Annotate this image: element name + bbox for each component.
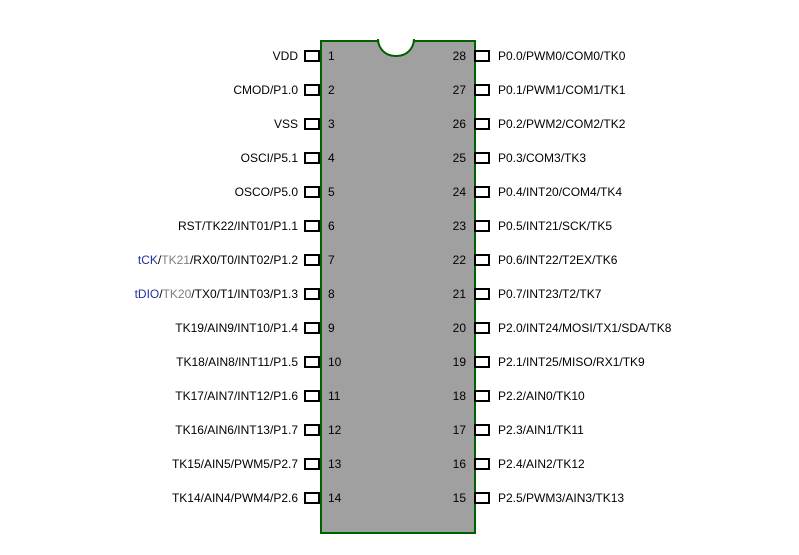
pin-number-7: 7 — [328, 253, 335, 267]
pin-number-25: 25 — [453, 151, 466, 165]
pin-box-19 — [474, 356, 490, 368]
pin-label-14: TK14/AIN4/PWM4/P2.6 — [172, 491, 298, 505]
pin-box-16 — [474, 458, 490, 470]
pin-label-1: VDD — [273, 49, 298, 63]
pin-number-6: 6 — [328, 219, 335, 233]
pin-label-22: P0.6/INT22/T2EX/TK6 — [498, 253, 617, 267]
pin-number-26: 26 — [453, 117, 466, 131]
pin-box-10 — [304, 356, 320, 368]
pin-number-3: 3 — [328, 117, 335, 131]
pin-box-28 — [474, 50, 490, 62]
pin-box-23 — [474, 220, 490, 232]
pin-label-26: P0.2/PWM2/COM2/TK2 — [498, 117, 625, 131]
pin-number-11: 11 — [328, 389, 340, 403]
pin-box-21 — [474, 288, 490, 300]
pin-box-20 — [474, 322, 490, 334]
pin-number-2: 2 — [328, 83, 335, 97]
pin-box-7 — [304, 254, 320, 266]
pin-label-4: OSCI/P5.1 — [241, 151, 298, 165]
pin-box-3 — [304, 118, 320, 130]
pin-number-23: 23 — [453, 219, 466, 233]
pin-label-17: P2.3/AIN1/TK11 — [498, 423, 584, 437]
pin-label-19: P2.1/INT25/MISO/RX1/TK9 — [498, 355, 645, 369]
pin-number-1: 1 — [328, 49, 335, 63]
pin-label-9: TK19/AIN9/INT10/P1.4 — [175, 321, 298, 335]
pin-number-22: 22 — [453, 253, 466, 267]
pin-box-8 — [304, 288, 320, 300]
pin-label-28: P0.0/PWM0/COM0/TK0 — [498, 49, 625, 63]
pin-box-14 — [304, 492, 320, 504]
pin-number-20: 20 — [453, 321, 466, 335]
pin-label-18: P2.2/AIN0/TK10 — [498, 389, 585, 403]
pin-number-18: 18 — [453, 389, 466, 403]
pin-box-15 — [474, 492, 490, 504]
pin-box-17 — [474, 424, 490, 436]
pin-label-11: TK17/AIN7/INT12/P1.6 — [175, 389, 298, 403]
pin-label-15: P2.5/PWM3/AIN3/TK13 — [498, 491, 624, 505]
pin-box-2 — [304, 84, 320, 96]
pin-number-19: 19 — [453, 355, 466, 369]
pin-label-12: TK16/AIN6/INT13/P1.7 — [175, 423, 298, 437]
pin-box-6 — [304, 220, 320, 232]
pin-number-14: 14 — [328, 491, 341, 505]
pin-label-25: P0.3/COM3/TK3 — [498, 151, 586, 165]
pin-number-12: 12 — [328, 423, 341, 437]
pin-box-24 — [474, 186, 490, 198]
pin-box-5 — [304, 186, 320, 198]
pin-label-23: P0.5/INT21/SCK/TK5 — [498, 219, 612, 233]
pin-number-10: 10 — [328, 355, 341, 369]
pin-number-21: 21 — [453, 287, 466, 301]
pin-number-13: 13 — [328, 457, 341, 471]
pin-number-5: 5 — [328, 185, 335, 199]
ic-pinout-diagram: 1 VDD 2 CMOD/P1.0 3 VSS 4 OSCI/P5.1 5 OSCO/P5.0 6 R… — [0, 0, 799, 555]
pin-box-22 — [474, 254, 490, 266]
pin-label-10: TK18/AIN8/INT11/P1.5 — [176, 355, 298, 369]
pin-box-13 — [304, 458, 320, 470]
pin-label-2: CMOD/P1.0 — [233, 83, 298, 97]
pin-label-8: tDIO/TK20/TX0/T1/INT03/P1.3 — [135, 287, 298, 301]
pin-number-17: 17 — [453, 423, 466, 437]
pin-label-27: P0.1/PWM1/COM1/TK1 — [498, 83, 625, 97]
pin-box-25 — [474, 152, 490, 164]
pin-label-5: OSCO/P5.0 — [235, 185, 298, 199]
pin-number-27: 27 — [453, 83, 466, 97]
pin-box-27 — [474, 84, 490, 96]
pin-number-8: 8 — [328, 287, 335, 301]
pin-box-1 — [304, 50, 320, 62]
pin-number-15: 15 — [453, 491, 466, 505]
pin-number-28: 28 — [453, 49, 466, 63]
pin-label-6: RST/TK22/INT01/P1.1 — [178, 219, 298, 233]
pin-number-4: 4 — [328, 151, 335, 165]
pin-box-26 — [474, 118, 490, 130]
pin-box-12 — [304, 424, 320, 436]
pin-box-11 — [304, 390, 320, 402]
pin-label-13: TK15/AIN5/PWM5/P2.7 — [172, 457, 298, 471]
pin-label-21: P0.7/INT23/T2/TK7 — [498, 287, 601, 301]
pin-label-3: VSS — [274, 117, 298, 131]
pin-label-7: tCK/TK21/RX0/T0/INT02/P1.2 — [138, 253, 298, 267]
pin-number-9: 9 — [328, 321, 335, 335]
pin-box-4 — [304, 152, 320, 164]
pin-label-20: P2.0/INT24/MOSI/TX1/SDA/TK8 — [498, 321, 671, 335]
pin-box-18 — [474, 390, 490, 402]
pin-box-9 — [304, 322, 320, 334]
pin-label-16: P2.4/AIN2/TK12 — [498, 457, 585, 471]
pin-number-16: 16 — [453, 457, 466, 471]
pin-number-24: 24 — [453, 185, 466, 199]
pin-label-24: P0.4/INT20/COM4/TK4 — [498, 185, 622, 199]
